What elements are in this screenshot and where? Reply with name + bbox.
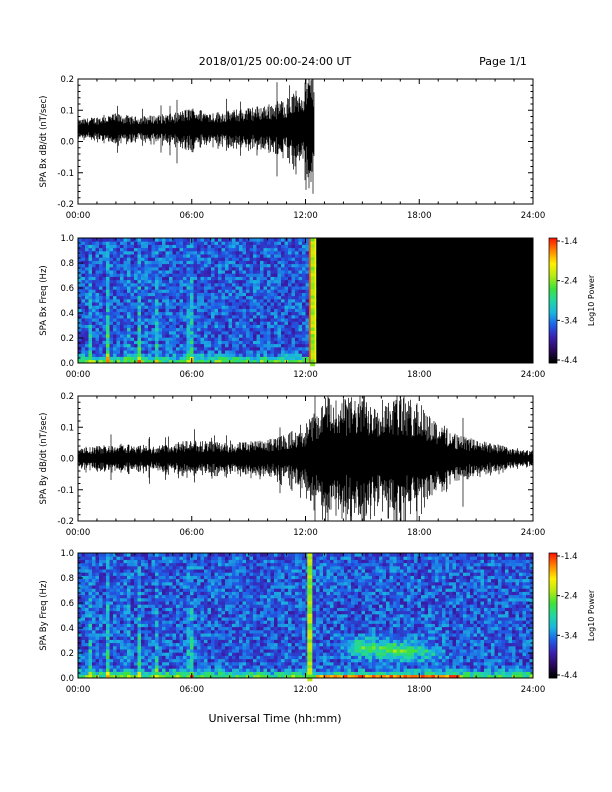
colorbar-tick-label: -4.4 (561, 671, 578, 681)
colorbar-tick-label: -4.4 (561, 356, 578, 366)
colorbar: -1.4 -2.4 -3.4 -4.4 Log10 Power (548, 552, 596, 681)
by-waveform-panel: 00:00 06:00 12:00 18:00 24:00 -0.2 -0.1 0.0 0.1 0… (39, 392, 546, 538)
spectrogram-cells (78, 553, 534, 679)
y-tick-label: -0.1 (57, 486, 74, 496)
page-indicator: Page 1/1 (479, 55, 527, 68)
x-tick-label: 12:00 (293, 685, 318, 695)
x-tick-label: 24:00 (521, 528, 546, 538)
x-tick-label: 18:00 (407, 211, 432, 221)
x-tick-label: 18:00 (407, 685, 432, 695)
y-tick-label: -0.2 (57, 517, 74, 527)
y-tick-label: 1.0 (60, 549, 74, 559)
x-tick-label: 06:00 (180, 370, 205, 380)
y-tick-label: 1.0 (60, 234, 74, 244)
colorbar-frame (548, 552, 558, 679)
colorbar-tick-label: -3.4 (561, 316, 578, 326)
y-tick-label: 0.8 (60, 259, 74, 269)
colorbar-label: Log10 Power (587, 274, 596, 326)
x-tick-label: 12:00 (293, 528, 318, 538)
y-axis-label: SPA Bx Freq (Hz) (39, 265, 49, 335)
figure-title: 2018/01/25 00:00-24:00 UT (199, 55, 352, 68)
y-tick-label: 0.4 (60, 309, 74, 319)
y-tick-label: 0.1 (60, 423, 74, 433)
x-tick-label: 18:00 (407, 370, 432, 380)
y-axis-label: SPA By dB/dt (nT/sec) (39, 413, 49, 505)
spectrogram-cells (78, 238, 317, 364)
y-tick-label: 0.2 (60, 392, 74, 402)
x-tick-label: 18:00 (407, 528, 432, 538)
colorbar-tick-label: -1.4 (561, 552, 578, 562)
x-axis-label: Universal Time (hh:mm) (209, 712, 342, 725)
x-tick-label: 06:00 (180, 685, 205, 695)
y-tick-label: 0.2 (60, 75, 74, 85)
y-axis-label: SPA By Freq (Hz) (39, 580, 49, 650)
x-tick-label: 00:00 (66, 528, 91, 538)
y-tick-label: 0.2 (60, 334, 74, 344)
bx-waveform-panel: 00:00 06:00 12:00 18:00 24:00 -0.2 -0.1 0.0 0.1 0… (39, 75, 546, 221)
bright-band (307, 553, 313, 682)
y-tick-label: 0.1 (60, 106, 74, 116)
x-tick-label: 00:00 (66, 685, 91, 695)
waveform-trace (78, 396, 533, 521)
colorbar-tick-label: -3.4 (561, 631, 578, 641)
x-tick-label: 12:00 (293, 370, 318, 380)
colorbar-label: Log10 Power (587, 589, 596, 641)
y-tick-label: 0.8 (60, 574, 74, 584)
x-tick-label: 06:00 (180, 211, 205, 221)
by-spectrogram-panel: 00:00 06:00 12:00 18:00 24:00 0.0 0.2 0.4 0.6 0.8… (39, 549, 596, 695)
colorbar: -1.4 -2.4 -3.4 -4.4 Log10 Power (548, 237, 596, 366)
y-tick-label: 0.0 (60, 674, 74, 684)
y-tick-label: -0.2 (57, 200, 74, 210)
bx-spectrogram-panel: 00:00 06:00 12:00 18:00 24:00 0.0 0.2 0.4 0.6 0.8… (39, 234, 596, 380)
y-tick-label: 0.6 (60, 284, 74, 294)
y-tick-label: -0.1 (57, 169, 74, 179)
colorbar-frame (548, 237, 558, 364)
x-tick-label: 06:00 (180, 528, 205, 538)
y-tick-label: 0.4 (60, 624, 74, 634)
waveform-trace (78, 79, 315, 194)
x-tick-label: 24:00 (521, 211, 546, 221)
y-tick-label: 0.6 (60, 599, 74, 609)
x-tick-label: 00:00 (66, 370, 91, 380)
bright-band (309, 238, 317, 367)
colorbar-tick-label: -2.4 (561, 592, 578, 602)
colorbar-tick-label: -2.4 (561, 277, 578, 287)
y-tick-label: 0.0 (60, 138, 74, 148)
y-axis-label: SPA Bx dB/dt (nT/sec) (39, 96, 49, 188)
x-tick-label: 00:00 (66, 211, 91, 221)
x-tick-label: 24:00 (521, 370, 546, 380)
colorbar-tick-label: -1.4 (561, 237, 578, 247)
x-tick-label: 24:00 (521, 685, 546, 695)
x-tick-label: 12:00 (293, 211, 318, 221)
y-tick-label: 0.0 (60, 359, 74, 369)
y-tick-label: 0.2 (60, 649, 74, 659)
y-tick-label: 0.0 (60, 455, 74, 465)
